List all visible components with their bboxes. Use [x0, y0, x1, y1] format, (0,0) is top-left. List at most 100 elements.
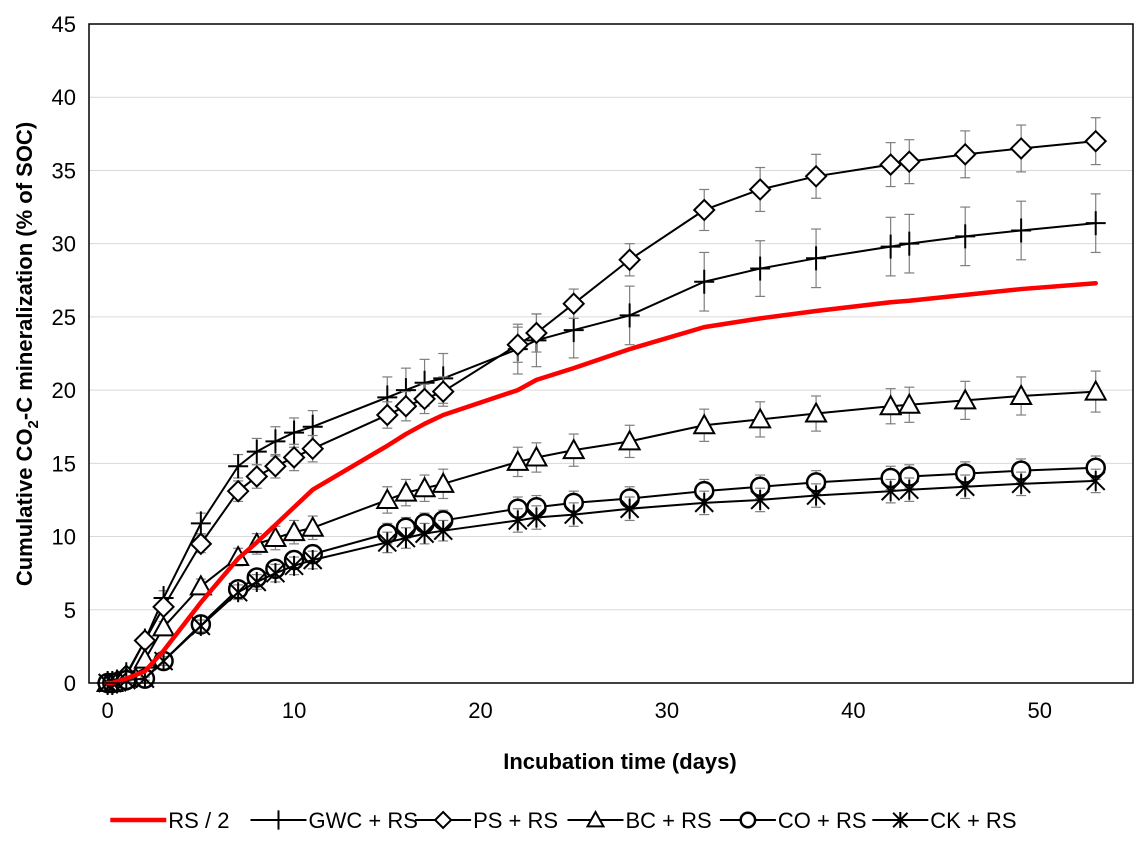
point-ps-rs-26 [1009, 137, 1033, 160]
point-ps-rs-7 [226, 479, 250, 503]
point-ps-rs-17 [525, 321, 548, 345]
point-ps-rs-25 [953, 142, 977, 166]
x-tick-label-0: 0 [102, 698, 114, 723]
point-bc-rs-27 [1084, 379, 1108, 401]
point-ck-rs-15 [433, 520, 453, 541]
x-tick-label-10: 10 [282, 698, 306, 723]
legend-label-ps-rs: PS + RS [473, 808, 558, 833]
y-tick-label-45: 45 [52, 12, 76, 37]
series-layer [95, 117, 1108, 695]
point-ps-rs-12 [375, 403, 399, 427]
point-ps-rs-15 [431, 380, 455, 403]
point-bc-rs-23 [878, 394, 903, 416]
y-axis-title: Cumulative CO2-C mineralization (% of SO… [12, 122, 42, 586]
series-line-ps-rs [106, 140, 1097, 684]
markers-ps-rs [96, 129, 1108, 695]
legend-marker-co-rs [739, 811, 757, 829]
point-bc-rs-14 [412, 476, 437, 498]
series-ps-rs [96, 117, 1108, 695]
y-tick-label-35: 35 [52, 158, 76, 183]
error-bars-gwc-rs [121, 193, 1101, 678]
point-bc-rs-12 [375, 487, 399, 509]
y-tick-label-40: 40 [52, 85, 76, 110]
x-tick-label-50: 50 [1028, 698, 1052, 723]
error-bars-bc-rs [121, 370, 1101, 681]
gridlines [89, 23, 1133, 611]
series-rs-2 [105, 280, 1098, 686]
point-ps-rs-11 [301, 437, 325, 461]
point-ps-rs-6 [189, 532, 213, 556]
point-bc-rs-17 [524, 445, 549, 467]
point-bc-rs-15 [431, 471, 455, 493]
point-ck-rs-24 [899, 479, 919, 500]
point-bc-rs-24 [897, 392, 921, 414]
y-tick-label-15: 15 [52, 451, 76, 476]
point-ps-rs-8 [245, 465, 269, 488]
legend-label-rs-2: RS / 2 [168, 808, 229, 833]
point-ck-rs-14 [414, 523, 435, 544]
series-line-rs-2 [105, 280, 1098, 686]
y-axis-title-part2: -C mineralization (% of SOC) [12, 122, 37, 420]
point-ck-rs-16 [508, 510, 528, 531]
point-ck-rs-23 [880, 481, 901, 502]
point-ck-rs-7 [228, 582, 248, 603]
y-tick-label-20: 20 [52, 378, 76, 403]
y-tick-label-5: 5 [64, 598, 76, 623]
y-tick-label-0: 0 [64, 671, 76, 696]
point-ck-rs-21 [750, 489, 770, 510]
point-ck-rs-11 [303, 549, 323, 570]
point-gwc-rs-11 [302, 414, 323, 439]
y-axis-title-subscript: 2 [25, 420, 42, 428]
legend: RS / 2 GWC + RS PS + RS BC + RS CO + RS CK + … [110, 808, 1017, 833]
point-ck-rs-8 [247, 571, 267, 592]
point-bc-rs-25 [953, 388, 977, 410]
x-tick-label-30: 30 [655, 698, 679, 723]
y-tick-label-25: 25 [52, 305, 76, 330]
point-ck-rs-10 [284, 555, 304, 576]
axes: 0 5 10 15 20 25 30 35 40 45 0 10 20 30 40 50 [52, 12, 1134, 723]
point-ck-rs-19 [619, 498, 640, 519]
legend-label-ck-rs: CK + RS [930, 808, 1016, 833]
point-gwc-rs-21 [750, 256, 771, 281]
point-gwc-rs-18 [563, 318, 584, 343]
point-gwc-rs-22 [806, 246, 827, 271]
legend-marker-bc-rs [585, 809, 606, 828]
point-ck-rs-12 [377, 532, 397, 553]
legend-item-co-rs: CO + RS [719, 808, 867, 833]
point-bc-rs-10 [282, 520, 306, 542]
point-ps-rs-19 [618, 248, 642, 272]
point-bc-rs-6 [189, 574, 213, 596]
point-ps-rs-13 [394, 394, 418, 418]
point-ps-rs-22 [804, 164, 828, 188]
point-bc-rs-26 [1009, 383, 1033, 405]
point-gwc-rs-23 [880, 234, 901, 259]
point-bc-rs-20 [692, 413, 716, 435]
point-ps-rs-9 [264, 454, 287, 478]
point-ps-rs-24 [897, 150, 921, 174]
y-tick-label-10: 10 [52, 525, 76, 550]
point-ck-rs-9 [265, 563, 286, 584]
point-gwc-rs-10 [284, 420, 305, 445]
x-tick-label-40: 40 [841, 698, 865, 723]
point-bc-rs-5 [151, 615, 176, 637]
point-gwc-rs-24 [899, 231, 920, 256]
point-ck-rs-25 [955, 476, 975, 497]
x-axis-title: Incubation time (days) [503, 749, 736, 774]
point-bc-rs-11 [301, 515, 325, 537]
point-bc-rs-21 [748, 407, 772, 429]
point-ck-rs-27 [1086, 470, 1106, 491]
point-ck-rs-6 [191, 615, 211, 636]
point-gwc-rs-19 [619, 303, 640, 328]
point-ck-rs-18 [564, 504, 584, 525]
point-ps-rs-18 [562, 292, 586, 316]
point-ck-rs-17 [526, 507, 547, 528]
point-bc-rs-16 [506, 449, 530, 471]
x-tick-label-20: 20 [468, 698, 492, 723]
series-line-gwc-rs [106, 222, 1097, 684]
plot-frame [88, 23, 1134, 684]
point-bc-rs-19 [617, 429, 642, 451]
point-ps-rs-27 [1084, 129, 1108, 153]
legend-item-rs-2: RS / 2 [110, 808, 229, 833]
point-ps-rs-16 [506, 333, 530, 357]
